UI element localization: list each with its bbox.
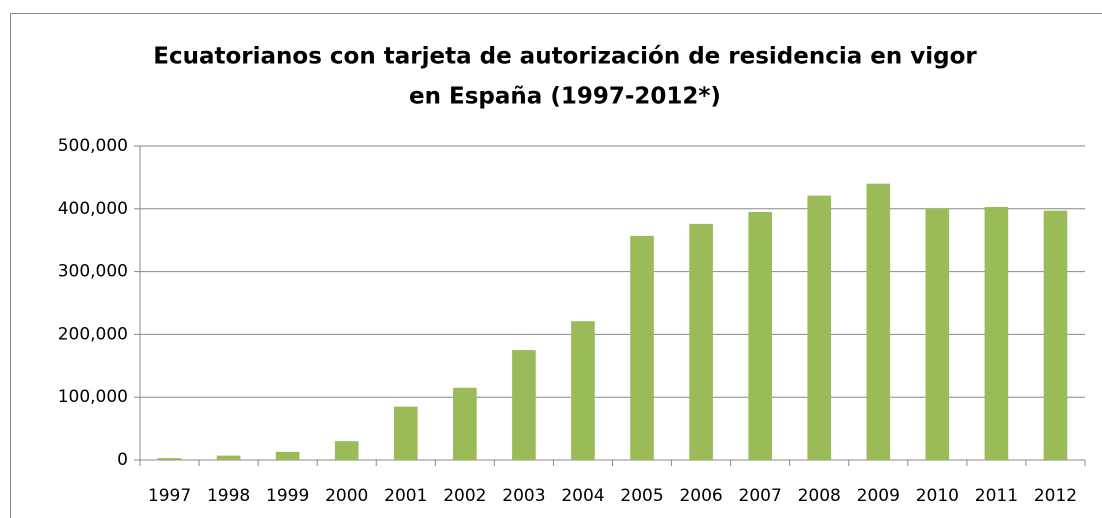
x-tick-label: 1997 (148, 486, 191, 506)
x-tick-label: 2007 (739, 486, 782, 506)
x-tick-label: 2008 (798, 486, 841, 506)
y-tick-label: 300,000 (58, 262, 128, 282)
y-tick-label: 400,000 (58, 199, 128, 219)
bar (512, 350, 536, 460)
bar (925, 208, 950, 460)
bar (571, 321, 595, 460)
y-tick-label: 0 (117, 450, 128, 470)
bar (1043, 210, 1068, 460)
x-tick-label: 2012 (1034, 486, 1077, 506)
x-tick-label: 2010 (916, 486, 959, 506)
bar (748, 211, 772, 460)
x-tick-label: 2003 (502, 486, 545, 506)
bar (453, 387, 477, 460)
bar (157, 458, 182, 460)
chart-frame (10, 13, 1102, 518)
bar (807, 195, 832, 460)
x-tick-label: 2001 (384, 486, 427, 506)
bar (689, 223, 713, 460)
x-tick-label: 2005 (620, 486, 663, 506)
bar (393, 406, 418, 460)
x-tick-label: 2009 (857, 486, 900, 506)
chart-title: en España (1997-2012*) (409, 84, 721, 110)
chart-title: Ecuatorianos con tarjeta de autorización… (153, 44, 977, 70)
y-tick-label: 100,000 (58, 387, 128, 407)
x-tick-label: 1999 (266, 486, 309, 506)
bar (216, 455, 241, 460)
x-tick-label: 1998 (207, 486, 250, 506)
x-tick-label: 2011 (975, 486, 1018, 506)
x-tick-label: 2006 (679, 486, 722, 506)
bar (866, 183, 891, 460)
x-tick-label: 2000 (325, 486, 368, 506)
bar (630, 235, 654, 460)
bar (275, 451, 300, 460)
y-tick-label: 200,000 (58, 324, 128, 344)
bar (334, 441, 359, 460)
bar (984, 206, 1009, 460)
x-tick-label: 2004 (561, 486, 604, 506)
y-tick-label: 500,000 (58, 136, 128, 156)
x-tick-label: 2002 (443, 486, 486, 506)
